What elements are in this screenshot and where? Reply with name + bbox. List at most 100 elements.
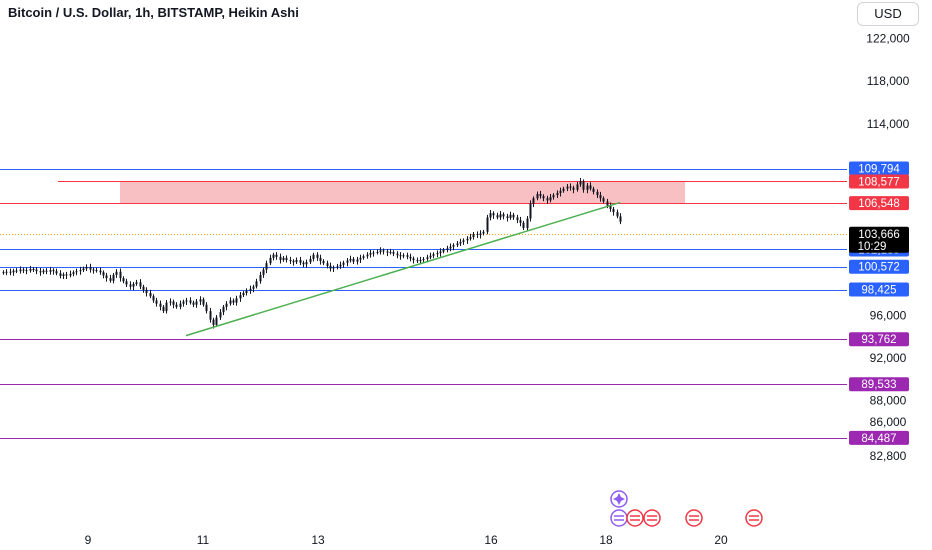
candle-body (382, 250, 385, 252)
price-tick-label: 86,000 (870, 415, 907, 429)
candle-body (89, 266, 92, 270)
candle-body (599, 195, 602, 199)
candle-body (65, 274, 68, 276)
candle-body (32, 269, 35, 271)
candle-body (222, 306, 225, 313)
candle-body (125, 281, 128, 285)
candle-body (432, 254, 435, 256)
time-tick-label: 9 (85, 533, 92, 547)
candle-body (426, 257, 429, 259)
current-price-label: 103,666 (858, 229, 900, 241)
candle-body (406, 255, 409, 257)
candle-body (79, 270, 82, 272)
level-price-label-bg[interactable] (849, 259, 909, 274)
price-tick-label: 118,000 (867, 74, 910, 88)
level-price-label-bg[interactable] (849, 282, 909, 297)
candle-body (349, 258, 352, 261)
candle-body (562, 188, 565, 191)
level-price-label: 106,548 (858, 198, 900, 210)
candle-body (249, 288, 252, 291)
candle-body (529, 203, 532, 219)
time-tick-label: 18 (599, 533, 613, 547)
candle-body (609, 205, 612, 209)
candle-body (486, 217, 489, 232)
level-price-label-bg[interactable] (849, 196, 909, 211)
economic-event-icon[interactable] (745, 509, 763, 527)
economic-event-icon[interactable] (643, 509, 661, 527)
level-price-label-bg[interactable] (849, 174, 909, 189)
candle-body (279, 256, 282, 261)
candle-body (412, 258, 415, 261)
candle-body (245, 290, 248, 294)
candle-body (372, 252, 375, 254)
candle-body (295, 260, 298, 263)
candle-body (75, 271, 78, 273)
candle-body (316, 254, 319, 258)
price-tick-label: 88,000 (870, 394, 907, 408)
time-axis[interactable]: 9 11 13 16 18 20 (85, 533, 728, 547)
candle-body (402, 255, 405, 257)
trendline[interactable] (185, 201, 621, 337)
candle-body (612, 208, 615, 213)
candle-body (275, 254, 278, 257)
price-tick-label: 122,000 (866, 32, 910, 46)
candle-body (305, 262, 308, 265)
candle-body (322, 261, 325, 264)
uptrend-line[interactable] (185, 201, 621, 337)
sparkle-icon (613, 493, 625, 505)
economic-event-icon[interactable] (685, 509, 703, 527)
economic-event-icon[interactable] (626, 509, 644, 527)
event-icons[interactable] (610, 490, 763, 527)
candle-body (366, 254, 369, 257)
candle-body (149, 293, 152, 297)
current-price-badge[interactable] (849, 226, 909, 253)
candle-body (446, 248, 449, 250)
economic-event-icon[interactable] (610, 509, 628, 527)
candle-body (225, 303, 228, 307)
candle-body (419, 260, 422, 262)
currency-selector-button[interactable]: USD (857, 2, 919, 26)
time-tick-label: 20 (714, 533, 728, 547)
level-price-label-bg[interactable] (849, 430, 909, 445)
candle-body (135, 282, 138, 284)
candle-body (25, 270, 28, 272)
candle-body (589, 185, 592, 189)
price-axis[interactable]: 122,000 118,000 114,000 96,000 92,000 88,000 8… (847, 0, 932, 550)
candle-body (499, 214, 502, 218)
candle-body (539, 194, 542, 197)
candle-body (416, 260, 419, 262)
level-price-label-bg[interactable] (849, 161, 909, 176)
candle-body (9, 271, 12, 273)
candle-body (336, 266, 339, 268)
candle-body (69, 273, 72, 276)
candle-body (129, 284, 132, 287)
level-price-label-bg[interactable] (849, 332, 909, 347)
level-price-label: 93,762 (861, 334, 896, 346)
level-price-label-bg[interactable] (849, 377, 909, 392)
candle-body (292, 261, 295, 263)
candle-body (482, 231, 485, 234)
candle-body (192, 302, 195, 305)
candle-body (569, 186, 572, 188)
candle-body (522, 222, 525, 229)
candle-body (409, 256, 412, 259)
candle-body (52, 270, 55, 272)
candle-body (509, 214, 512, 218)
candle-body (175, 304, 178, 307)
candle-body (235, 298, 238, 303)
candle-body (332, 267, 335, 269)
time-tick-label: 13 (311, 533, 325, 547)
horizontal-levels[interactable] (0, 169, 847, 439)
candle-body (269, 257, 272, 264)
candle-body (496, 215, 499, 218)
candle-body (92, 269, 95, 271)
candle-body (516, 217, 519, 221)
candle-body (302, 262, 305, 265)
candle-body (95, 270, 98, 272)
candle-body (155, 300, 158, 304)
candle-body (546, 198, 549, 201)
candle-body (229, 300, 232, 304)
candle-body (35, 269, 38, 272)
candle-body (572, 187, 575, 190)
